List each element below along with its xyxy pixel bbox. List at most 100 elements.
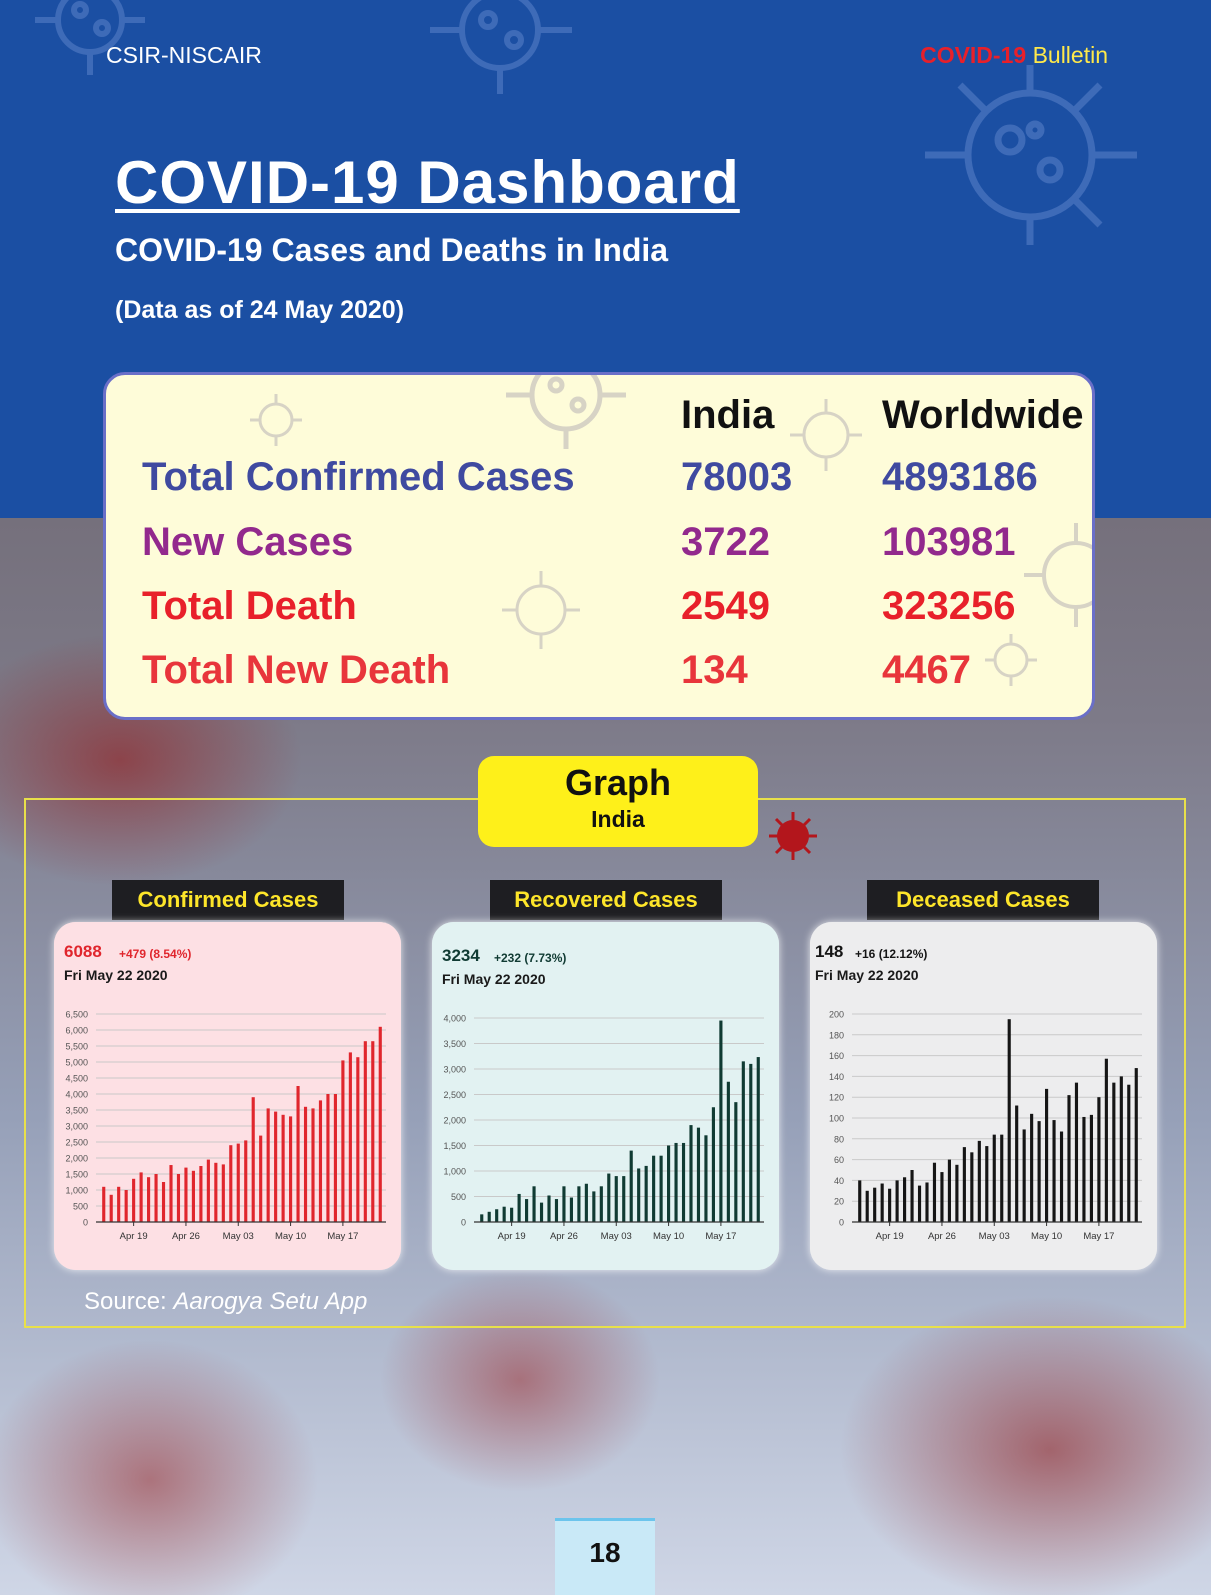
source-prefix: Source: bbox=[84, 1288, 174, 1315]
graph-tag: Graph India bbox=[478, 756, 758, 847]
bar bbox=[117, 1186, 121, 1222]
y-tick-label: 1,000 bbox=[443, 1167, 466, 1177]
bar bbox=[1052, 1120, 1056, 1222]
bar bbox=[191, 1170, 195, 1222]
chart-date: Fri May 22 2020 bbox=[64, 967, 168, 983]
bar bbox=[970, 1152, 974, 1222]
bar bbox=[221, 1164, 225, 1222]
y-tick-label: 2,000 bbox=[443, 1116, 466, 1126]
y-tick-label: 140 bbox=[829, 1072, 844, 1082]
bar bbox=[659, 1155, 663, 1222]
bar bbox=[873, 1187, 877, 1222]
bar bbox=[206, 1159, 210, 1222]
bar bbox=[1097, 1097, 1101, 1222]
bar bbox=[726, 1081, 730, 1222]
bar bbox=[169, 1165, 173, 1222]
chart-delta: +479 (8.54%) bbox=[119, 947, 192, 961]
bar bbox=[289, 1116, 293, 1222]
bar bbox=[318, 1100, 323, 1222]
bar bbox=[502, 1206, 506, 1222]
chart-title-recovered: Recovered Cases bbox=[490, 880, 722, 920]
bar bbox=[266, 1108, 270, 1222]
y-tick-label: 5,500 bbox=[65, 1042, 88, 1052]
bar bbox=[947, 1159, 951, 1222]
virus-decoration-icon bbox=[506, 375, 626, 449]
bar bbox=[1022, 1129, 1026, 1222]
bar bbox=[734, 1102, 738, 1222]
x-tick-label: Apr 19 bbox=[498, 1231, 526, 1242]
bar bbox=[925, 1182, 929, 1222]
stats-table: India Worldwide Total Confirmed Cases 78… bbox=[103, 372, 1095, 720]
y-tick-label: 2,500 bbox=[443, 1090, 466, 1100]
x-tick-label: Apr 26 bbox=[172, 1231, 200, 1242]
bar bbox=[614, 1176, 618, 1222]
virus-decoration-icon bbox=[790, 399, 862, 471]
bar bbox=[652, 1155, 656, 1222]
y-tick-label: 3,000 bbox=[65, 1122, 88, 1132]
y-tick-label: 160 bbox=[829, 1051, 844, 1061]
chart-date: Fri May 22 2020 bbox=[442, 971, 546, 987]
bar bbox=[940, 1172, 944, 1222]
bar bbox=[992, 1134, 996, 1222]
y-tick-label: 3,500 bbox=[443, 1039, 466, 1049]
bar bbox=[487, 1211, 491, 1222]
bar bbox=[109, 1194, 113, 1222]
chart-confirmed-cases: 0 500 1,000 1,500 2,000 2,500 3,000 3,500 4,000 4… bbox=[54, 922, 401, 1270]
bar bbox=[281, 1114, 285, 1222]
bar bbox=[236, 1143, 240, 1222]
x-tick-label: Apr 26 bbox=[928, 1231, 956, 1242]
bar bbox=[244, 1140, 248, 1222]
bar bbox=[858, 1180, 862, 1222]
chart-deceased-cases: 0 20 40 60 80 100 120 140 160 180 200 Apr 19 Apr 26 M… bbox=[810, 922, 1157, 1270]
bar bbox=[962, 1147, 966, 1222]
india-total-confirmed: 78003 bbox=[681, 455, 793, 499]
bar bbox=[749, 1063, 753, 1222]
bar bbox=[955, 1164, 959, 1222]
india-new-cases: 3722 bbox=[681, 520, 770, 564]
bar bbox=[1074, 1082, 1079, 1222]
y-tick-label: 3,500 bbox=[65, 1106, 88, 1116]
chart-title-deceased: Deceased Cases bbox=[867, 880, 1099, 920]
chart-value: 3234 bbox=[442, 946, 480, 965]
bar bbox=[1037, 1121, 1041, 1222]
bulletin-word: Bulletin bbox=[1032, 42, 1108, 68]
bar bbox=[1059, 1131, 1064, 1222]
bar bbox=[348, 1052, 352, 1222]
bar bbox=[681, 1142, 686, 1222]
bar bbox=[1007, 1019, 1011, 1222]
bar bbox=[644, 1165, 648, 1222]
bar bbox=[356, 1057, 360, 1222]
virus-decoration-icon bbox=[985, 634, 1037, 686]
bar bbox=[184, 1167, 188, 1222]
bar bbox=[629, 1150, 633, 1222]
world-total-death: 323256 bbox=[882, 584, 1016, 628]
bar bbox=[711, 1107, 715, 1222]
bar bbox=[1000, 1134, 1004, 1222]
bar bbox=[977, 1140, 981, 1222]
y-tick-label: 80 bbox=[834, 1134, 844, 1144]
y-tick-label: 4,500 bbox=[65, 1074, 88, 1084]
y-tick-label: 60 bbox=[834, 1155, 844, 1165]
y-tick-label: 500 bbox=[451, 1192, 466, 1202]
bar bbox=[495, 1209, 499, 1222]
bar bbox=[880, 1183, 884, 1222]
y-tick-label: 120 bbox=[829, 1093, 844, 1103]
bar bbox=[303, 1106, 308, 1222]
y-tick-label: 1,000 bbox=[65, 1186, 88, 1196]
y-tick-label: 40 bbox=[834, 1176, 844, 1186]
bar bbox=[132, 1178, 136, 1222]
bar bbox=[147, 1177, 151, 1222]
bar bbox=[865, 1190, 869, 1222]
bar bbox=[577, 1186, 581, 1222]
bar bbox=[525, 1199, 529, 1222]
x-tick-label: Apr 19 bbox=[876, 1231, 904, 1242]
bar bbox=[667, 1145, 671, 1222]
y-tick-label: 100 bbox=[829, 1114, 844, 1124]
bar bbox=[592, 1191, 596, 1222]
y-tick-label: 500 bbox=[73, 1202, 88, 1212]
bar bbox=[371, 1041, 375, 1222]
bar bbox=[176, 1174, 181, 1222]
bar bbox=[888, 1188, 892, 1222]
bar bbox=[569, 1197, 573, 1222]
